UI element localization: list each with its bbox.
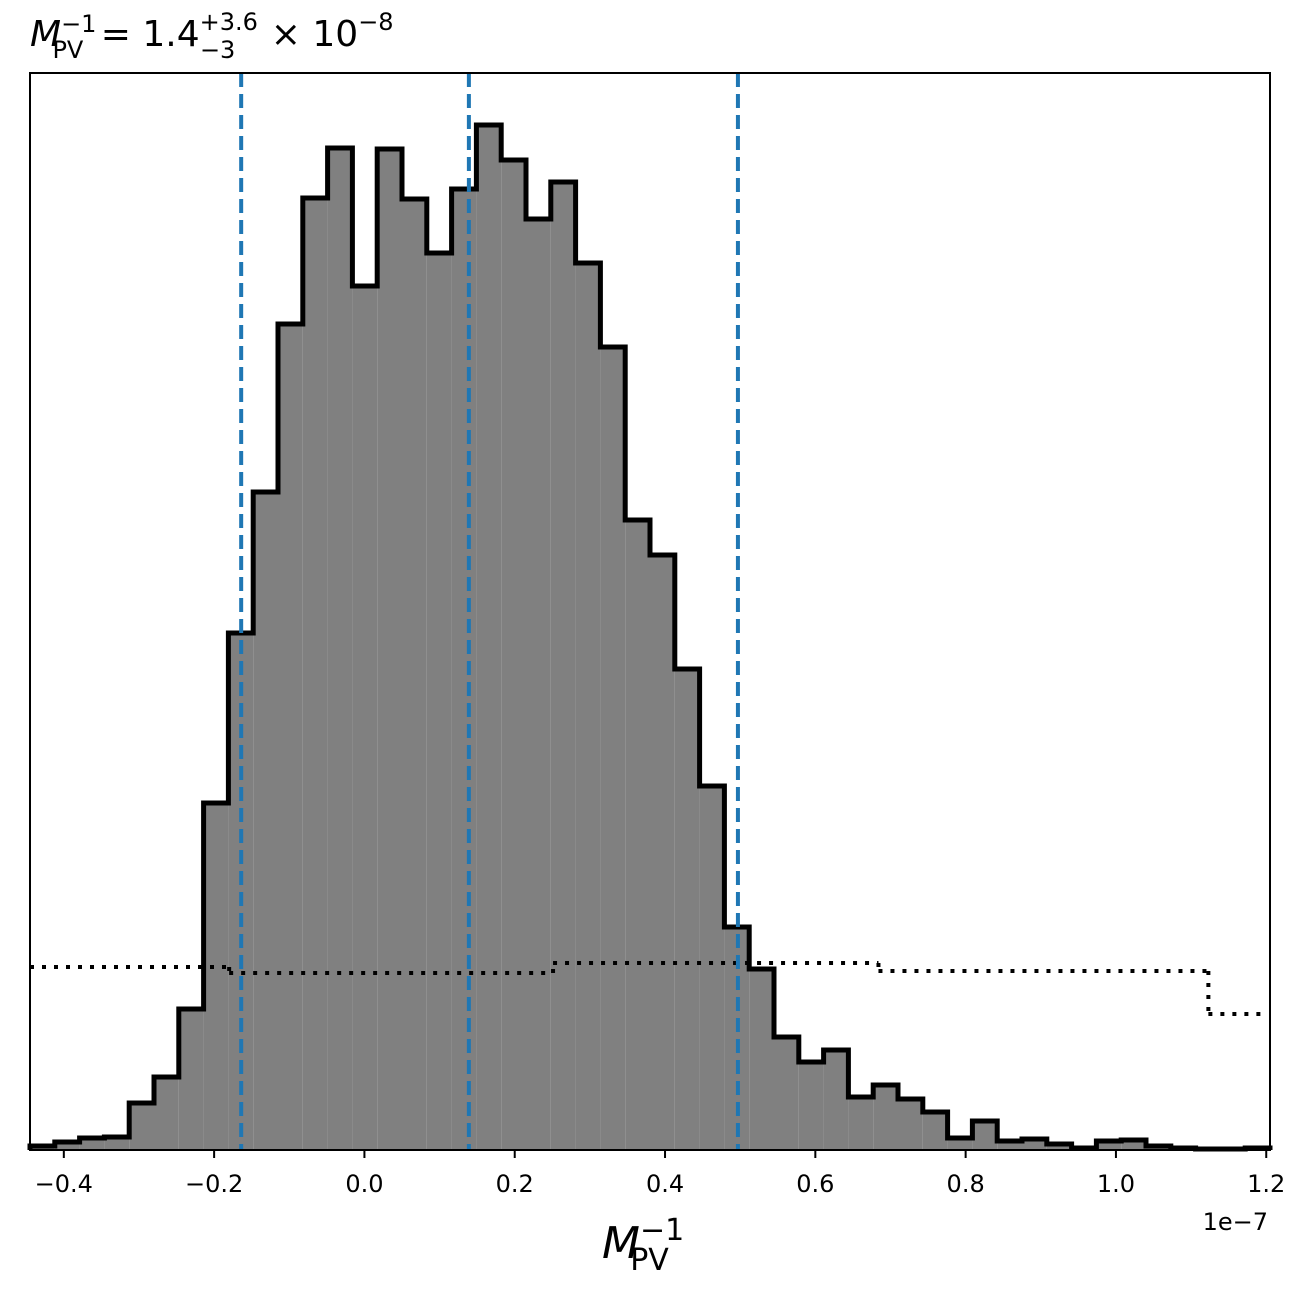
bar: [451, 189, 477, 1150]
bar: [674, 669, 700, 1150]
bar: [426, 253, 452, 1150]
bar: [302, 198, 328, 1150]
x-tick-label: 1.0: [1097, 1170, 1135, 1198]
bar: [1121, 1140, 1146, 1150]
bar: [476, 125, 502, 1150]
bar: [154, 1077, 179, 1150]
title-symbol: M: [30, 14, 61, 55]
x-tick-label: 0.8: [947, 1170, 985, 1198]
plot-frame: [29, 72, 1271, 1151]
bar: [327, 148, 353, 1150]
bar: [526, 219, 551, 1150]
xlabel-sup: −1: [640, 1213, 684, 1248]
title-times: × 10: [259, 14, 358, 55]
bar: [625, 520, 650, 1150]
bar: [550, 182, 576, 1150]
bar: [1046, 1144, 1072, 1150]
bar: [848, 1097, 874, 1150]
bar: [997, 1141, 1022, 1150]
bar: [873, 1085, 898, 1150]
xlabel-symbol: M: [602, 1218, 640, 1269]
bar: [1096, 1141, 1122, 1150]
bar: [178, 1009, 204, 1150]
x-tick-label: 1.2: [1247, 1170, 1285, 1198]
x-tick-label: 0.0: [345, 1170, 383, 1198]
x-axis-label: M−1 PV: [602, 1213, 684, 1278]
chart-title: M−1 PV = 1.4+3.6 −3 × 10−8: [30, 8, 394, 64]
x-offset-label: 1e−7: [1203, 1208, 1268, 1236]
x-tick-label: 0.6: [796, 1170, 834, 1198]
bar: [922, 1112, 948, 1150]
title-rest: = 1.4: [89, 14, 199, 55]
bar: [774, 1037, 799, 1150]
bar: [377, 149, 402, 1150]
bar: [972, 1121, 998, 1150]
bar: [54, 1142, 80, 1150]
bar: [600, 347, 626, 1150]
histogram-outline: [27, 122, 1273, 1152]
bar: [203, 803, 229, 1150]
bar: [650, 555, 675, 1150]
x-tick-label: −0.2: [185, 1170, 243, 1198]
bar: [798, 1062, 824, 1150]
title-upper: +3.6: [200, 8, 258, 36]
bar: [352, 286, 378, 1150]
bar: [749, 969, 774, 1150]
title-lower: −3: [200, 36, 235, 64]
bar: [278, 324, 303, 1150]
bar: [575, 263, 601, 1150]
bar: [402, 199, 427, 1150]
title-sub: PV: [52, 36, 83, 64]
title-exp: −8: [358, 8, 393, 36]
bar: [79, 1138, 105, 1150]
bar: [129, 1103, 154, 1150]
bar: [501, 160, 526, 1150]
xlabel-sub: PV: [630, 1243, 669, 1278]
bar: [947, 1138, 973, 1150]
bar: [1022, 1139, 1047, 1150]
x-tick-label: 0.2: [496, 1170, 534, 1198]
x-tick-label: −0.4: [35, 1170, 93, 1198]
bar: [699, 786, 725, 1150]
x-tick-label: 0.4: [646, 1170, 684, 1198]
bar: [823, 1050, 849, 1150]
bar: [253, 492, 278, 1150]
bar: [104, 1137, 130, 1150]
bar: [898, 1099, 923, 1150]
title-sup: −1: [61, 10, 96, 38]
